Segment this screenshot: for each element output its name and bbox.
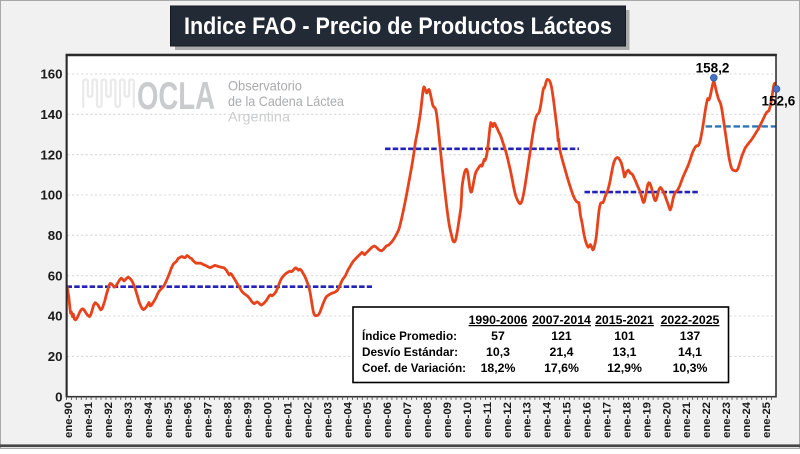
svg-text:ene-09: ene-09 [442, 402, 454, 438]
svg-text:21,4: 21,4 [550, 345, 574, 359]
svg-text:1990-2006: 1990-2006 [469, 313, 528, 327]
svg-text:ene-15: ene-15 [562, 402, 574, 438]
svg-text:ene-17: ene-17 [602, 402, 614, 438]
svg-text:ene-91: ene-91 [83, 402, 95, 438]
svg-text:120: 120 [40, 147, 62, 162]
svg-text:10,3%: 10,3% [673, 361, 708, 375]
svg-text:140: 140 [40, 107, 62, 122]
svg-text:ene-02: ene-02 [302, 402, 314, 438]
svg-text:ene-11: ene-11 [482, 402, 494, 438]
svg-text:ene-90: ene-90 [63, 402, 75, 438]
svg-text:ene-21: ene-21 [681, 402, 693, 438]
svg-text:80: 80 [48, 228, 63, 243]
svg-text:ene-18: ene-18 [621, 402, 633, 438]
svg-text:17,6%: 17,6% [544, 361, 579, 375]
svg-text:ene-14: ene-14 [542, 401, 554, 438]
svg-text:ene-24: ene-24 [741, 401, 753, 438]
svg-text:ene-22: ene-22 [701, 402, 713, 438]
svg-text:ene-00: ene-00 [263, 402, 275, 438]
svg-text:ene-96: ene-96 [183, 402, 195, 438]
svg-text:ene-04: ene-04 [342, 401, 354, 438]
svg-text:ene-99: ene-99 [243, 402, 255, 438]
svg-text:ene-16: ene-16 [582, 402, 594, 438]
svg-text:ene-03: ene-03 [322, 402, 334, 438]
svg-text:ene-07: ene-07 [402, 402, 414, 438]
svg-text:14,1: 14,1 [678, 345, 702, 359]
svg-text:ene-23: ene-23 [721, 402, 733, 438]
svg-text:160: 160 [40, 67, 62, 82]
svg-text:ene-06: ene-06 [382, 402, 394, 438]
svg-text:2022-2025: 2022-2025 [661, 313, 720, 327]
svg-text:Indice FAO - Precio de Product: Indice FAO - Precio de Productos Lácteos [184, 13, 612, 40]
svg-text:ene-05: ene-05 [362, 402, 374, 438]
svg-text:OCLA: OCLA [137, 75, 215, 118]
svg-text:20: 20 [48, 349, 63, 364]
svg-text:ene-98: ene-98 [223, 402, 235, 438]
svg-text:121: 121 [551, 329, 572, 343]
svg-text:ene-12: ene-12 [502, 402, 514, 438]
svg-text:100: 100 [40, 188, 62, 203]
svg-text:2015-2021: 2015-2021 [595, 313, 654, 327]
svg-text:Desvío Estándar:: Desvío Estándar: [362, 345, 458, 359]
svg-text:ene-10: ene-10 [462, 402, 474, 438]
svg-text:Coef. de Variación:: Coef. de Variación: [362, 361, 466, 375]
svg-text:Índice Promedio:: Índice Promedio: [362, 328, 457, 343]
svg-text:Argentina: Argentina [228, 110, 290, 125]
svg-text:ene-94: ene-94 [143, 401, 155, 438]
svg-text:12,9%: 12,9% [607, 361, 642, 375]
svg-text:101: 101 [614, 329, 635, 343]
svg-text:60: 60 [48, 268, 63, 283]
svg-text:57: 57 [491, 329, 505, 343]
svg-text:ene-08: ene-08 [422, 402, 434, 438]
svg-text:0: 0 [55, 389, 62, 404]
svg-text:ene-95: ene-95 [163, 402, 175, 438]
svg-text:ene-25: ene-25 [761, 402, 773, 438]
svg-text:ene-19: ene-19 [641, 402, 653, 438]
svg-text:152,6: 152,6 [762, 94, 796, 109]
svg-text:Observatorio: Observatorio [228, 79, 302, 94]
svg-text:18,2%: 18,2% [481, 361, 516, 375]
svg-text:40: 40 [48, 309, 63, 324]
svg-text:ene-97: ene-97 [203, 402, 215, 438]
svg-text:ene-01: ene-01 [282, 402, 294, 438]
svg-text:2007-2014: 2007-2014 [532, 313, 591, 327]
svg-text:137: 137 [680, 329, 701, 343]
svg-text:ene-93: ene-93 [123, 402, 135, 438]
svg-text:de la Cadena Láctea: de la Cadena Láctea [228, 94, 344, 109]
svg-text:ene-92: ene-92 [103, 402, 115, 438]
svg-text:13,1: 13,1 [613, 345, 637, 359]
svg-text:ene-20: ene-20 [661, 402, 673, 438]
svg-text:ene-13: ene-13 [522, 402, 534, 438]
svg-text:158,2: 158,2 [696, 61, 730, 76]
svg-text:10,3: 10,3 [486, 345, 510, 359]
